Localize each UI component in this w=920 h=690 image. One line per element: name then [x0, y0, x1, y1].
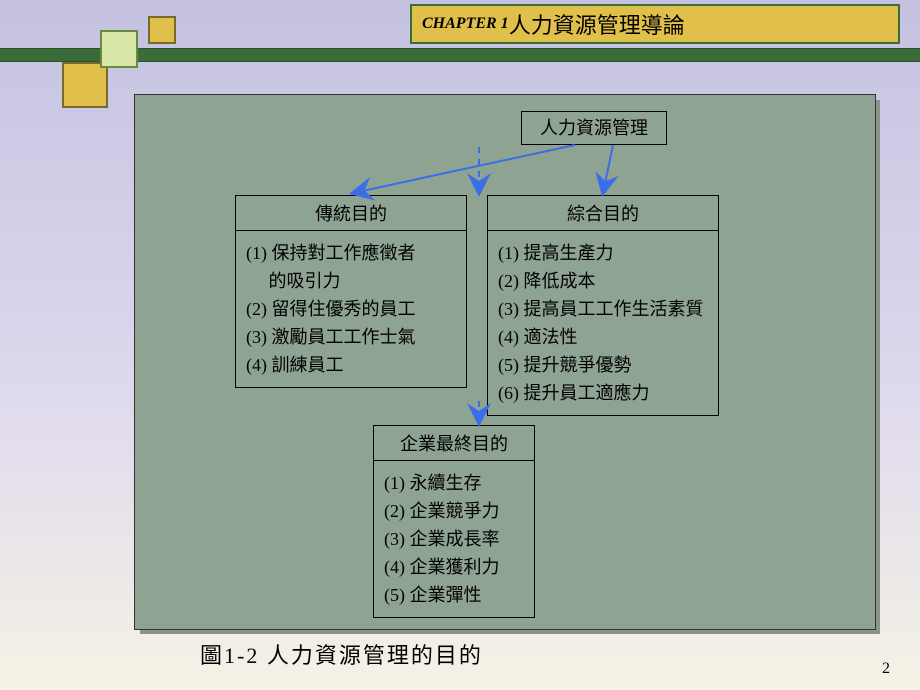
chapter-prefix: CHAPTER 1 — [422, 15, 509, 33]
list-item: (3) 激勵員工工作士氣 — [246, 323, 456, 351]
edge-root-right — [603, 145, 613, 193]
list-item: (2) 留得住優秀的員工 — [246, 295, 456, 323]
list-item: (1) 提高生產力 — [498, 239, 708, 267]
list-item: (5) 企業彈性 — [384, 581, 524, 609]
list-item: (6) 提升員工適應力 — [498, 379, 708, 407]
header-bar — [0, 48, 920, 62]
node-left-body: (1) 保持對工作應徵者 的吸引力 (2) 留得住優秀的員工 (3) 激勵員工工… — [236, 231, 466, 387]
node-left: 傳統目的 (1) 保持對工作應徵者 的吸引力 (2) 留得住優秀的員工 (3) … — [235, 195, 467, 388]
node-bottom: 企業最終目的 (1) 永續生存 (2) 企業競爭力 (3) 企業成長率 (4) … — [373, 425, 535, 618]
node-root: 人力資源管理 — [521, 111, 667, 145]
node-root-label: 人力資源管理 — [540, 118, 648, 138]
list-item: (4) 訓練員工 — [246, 351, 456, 379]
node-bottom-body: (1) 永續生存 (2) 企業競爭力 (3) 企業成長率 (4) 企業獲利力 (… — [374, 461, 534, 617]
page-number: 2 — [882, 660, 890, 678]
list-item: (3) 提高員工工作生活素質 — [498, 295, 708, 323]
list-item: (5) 提升競爭優勢 — [498, 351, 708, 379]
node-bottom-title: 企業最終目的 — [374, 426, 534, 461]
list-item: (3) 企業成長率 — [384, 525, 524, 553]
node-right: 綜合目的 (1) 提高生產力 (2) 降低成本 (3) 提高員工工作生活素質 (… — [487, 195, 719, 416]
node-right-body: (1) 提高生產力 (2) 降低成本 (3) 提高員工工作生活素質 (4) 適法… — [488, 231, 718, 415]
decor-square-medium — [100, 30, 138, 68]
decor-square-large — [62, 62, 108, 108]
diagram-plate: 人力資源管理 傳統目的 (1) 保持對工作應徵者 的吸引力 (2) 留得住優秀的… — [134, 94, 876, 630]
node-left-title: 傳統目的 — [236, 196, 466, 231]
list-item: 的吸引力 — [246, 267, 456, 295]
list-item: (2) 企業競爭力 — [384, 497, 524, 525]
list-item: (1) 永續生存 — [384, 469, 524, 497]
list-item: (1) 保持對工作應徵者 — [246, 239, 456, 267]
list-item: (4) 企業獲利力 — [384, 553, 524, 581]
node-right-title: 綜合目的 — [488, 196, 718, 231]
chapter-title-box: CHAPTER 1 人力資源管理導論 — [410, 4, 900, 44]
list-item: (4) 適法性 — [498, 323, 708, 351]
list-item: (2) 降低成本 — [498, 267, 708, 295]
decor-square-small — [148, 16, 176, 44]
chapter-title: 人力資源管理導論 — [509, 8, 685, 40]
figure-caption: 圖1-2 人力資源管理的目的 — [200, 638, 483, 670]
edge-root-left — [353, 145, 575, 193]
